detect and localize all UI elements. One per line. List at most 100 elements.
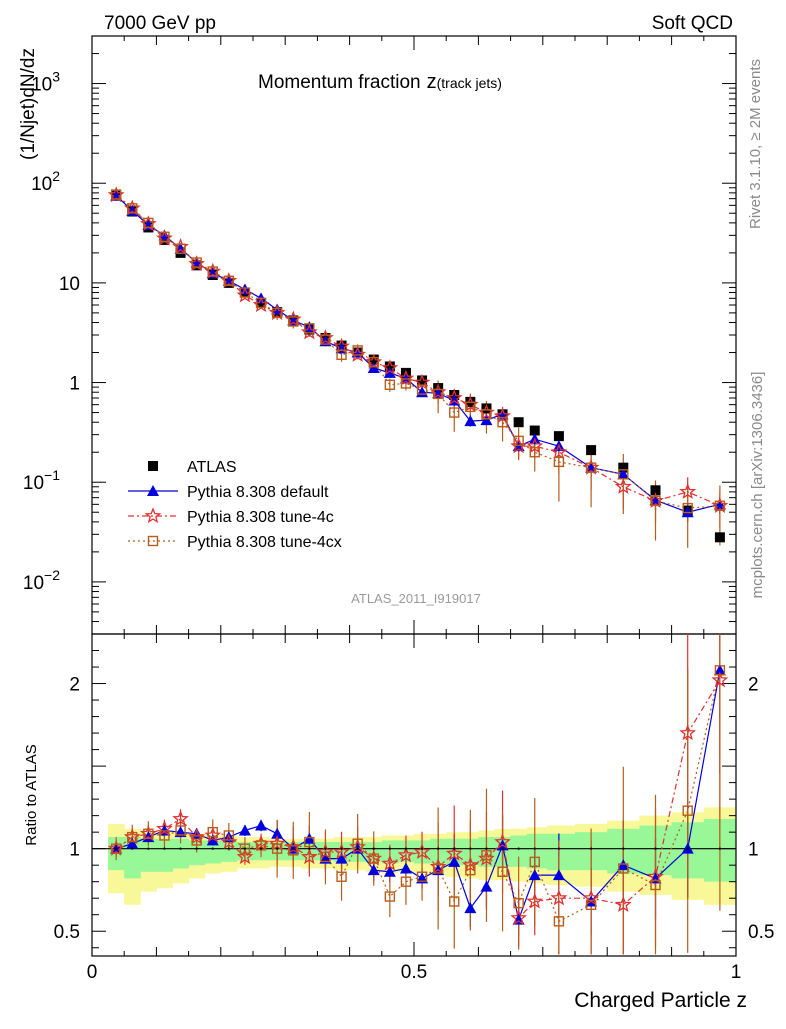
ratio-point-tune4cx — [175, 825, 186, 836]
point-tune4c — [614, 478, 632, 494]
point-tune4cx — [191, 257, 202, 268]
ratio-point-tune4c — [268, 834, 286, 851]
y-tick-exponent: 2 — [52, 168, 60, 184]
ratio-point-default — [528, 869, 541, 881]
ratio-point-tune4c — [711, 671, 729, 688]
ratio-point-tune4cx — [585, 899, 597, 911]
ratio-point-default — [255, 819, 268, 831]
ratio-atlas-point — [259, 847, 263, 850]
ratio-point-tune4cx — [618, 863, 629, 874]
ratio-point-default — [552, 869, 565, 881]
point-tune4cx — [288, 316, 299, 327]
y-tick-label: 10−1 — [23, 467, 60, 494]
point-tune4cx — [352, 345, 363, 356]
ratio-atlas-point — [243, 847, 247, 850]
y-tick-label: 1 — [69, 374, 80, 395]
atlas-point — [481, 403, 492, 414]
ratio-atlas-point — [324, 847, 327, 850]
point-tune4cx — [682, 502, 693, 514]
point-tune4c — [445, 389, 463, 406]
point-tune4cx — [159, 231, 170, 243]
atlas-point — [368, 354, 379, 365]
ratio-atlas-point — [654, 847, 657, 850]
ratio-atlas-point — [469, 847, 472, 850]
point-tune4cx — [223, 275, 235, 286]
ratio-point-tune4cx — [304, 836, 315, 848]
ratio-atlas-point — [195, 847, 198, 850]
x-axis-label: Charged Particle z — [574, 989, 747, 1012]
ratio-point-tune4c — [236, 848, 254, 865]
ratio-atlas-point — [179, 847, 182, 850]
point-tune4cx — [714, 500, 726, 511]
point-default — [383, 366, 396, 378]
point-tune4cx — [368, 357, 379, 368]
ratio-point-tune4c — [156, 820, 173, 836]
ratio-atlas-point — [114, 847, 118, 850]
ratio-point-tune4cx — [207, 826, 218, 838]
point-default — [464, 415, 477, 427]
point-tune4cx — [255, 297, 267, 309]
chart-title-main: Momentum fraction — [258, 72, 421, 93]
atlas-point — [529, 425, 540, 436]
ratio-atlas-point — [436, 847, 440, 850]
ratio-point-tune4cx — [384, 891, 396, 902]
x-tick-label: 0 — [87, 962, 98, 983]
ratio-point-tune4c — [647, 867, 664, 884]
point-tune4cx — [336, 349, 347, 360]
ratio-point-tune4c — [510, 909, 528, 926]
point-tune4c — [679, 483, 697, 499]
ratio-atlas-point — [275, 847, 279, 850]
ratio-atlas-point — [163, 847, 166, 850]
point-tune4cx — [432, 388, 444, 400]
ratio-y-tick-label-left: 1 — [69, 840, 80, 861]
point-default — [480, 414, 493, 426]
point-tune4cx — [110, 189, 122, 200]
ratio-point-tune4c — [333, 843, 350, 860]
point-default — [617, 468, 630, 480]
ratio-atlas-point — [718, 847, 722, 850]
point-tune4cx — [271, 307, 283, 319]
ratio-atlas-point — [147, 847, 150, 850]
mcplots-label: mcplots.cern.ch [arXiv:1306.3436] — [749, 372, 766, 599]
ratio-point-default — [367, 864, 380, 876]
point-tune4cx — [304, 323, 315, 334]
legend-label-atlas: ATLAS — [187, 459, 237, 476]
point-tune4cx — [585, 462, 597, 473]
ratio-point-tune4cx — [432, 863, 444, 874]
y-tick-exponent: 3 — [52, 69, 60, 85]
ratio-point-tune4cx — [288, 845, 299, 856]
x-tick-label: 1 — [731, 962, 742, 983]
ratio-atlas-point — [453, 847, 456, 850]
ratio-point-tune4c — [397, 846, 415, 863]
ratio-point-tune4cx — [127, 831, 138, 843]
ratio-y-tick-label-right: 1 — [748, 840, 759, 861]
ratio-point-tune4cx — [714, 665, 726, 676]
ratio-atlas-point — [227, 847, 231, 850]
ratio-point-tune4cx — [650, 879, 661, 891]
point-tune4cx — [465, 401, 476, 413]
point-tune4cx — [239, 287, 251, 298]
ratio-point-default — [399, 862, 412, 874]
atlas-point — [650, 485, 661, 496]
ratio-band-inner — [204, 840, 222, 864]
ratio-atlas-point — [589, 847, 593, 850]
atlas-point — [586, 445, 597, 456]
legend-label-tune4cx: Pythia 8.308 tune-4cx — [187, 534, 342, 551]
point-default — [681, 506, 694, 518]
ratio-point-tune4cx — [400, 876, 412, 887]
point-tune4cx — [449, 407, 460, 418]
point-tune4cx — [127, 203, 138, 214]
point-tune4cx — [320, 334, 331, 345]
ratio-point-default — [448, 855, 461, 867]
legend: ATLAS Pythia 8.308 default Pythia 8.308 tu… — [128, 459, 342, 551]
ratio-atlas-point — [356, 847, 359, 850]
point-tune4cx — [143, 217, 154, 229]
ratio-point-tune4cx — [271, 843, 283, 854]
ratio-point-default — [206, 834, 219, 846]
ratio-atlas-point — [131, 847, 134, 850]
ratio-point-tune4cx — [449, 896, 460, 907]
ratio-point-tune4cx — [416, 871, 428, 882]
y-tick-label: 102 — [31, 168, 60, 195]
